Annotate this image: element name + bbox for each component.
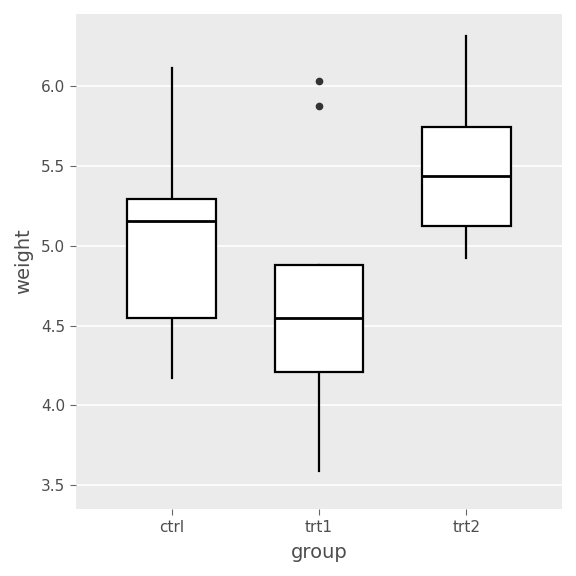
Bar — [127, 199, 216, 317]
Bar — [275, 266, 363, 373]
X-axis label: group: group — [291, 543, 347, 562]
Bar — [422, 127, 510, 226]
Y-axis label: weight: weight — [14, 229, 33, 294]
